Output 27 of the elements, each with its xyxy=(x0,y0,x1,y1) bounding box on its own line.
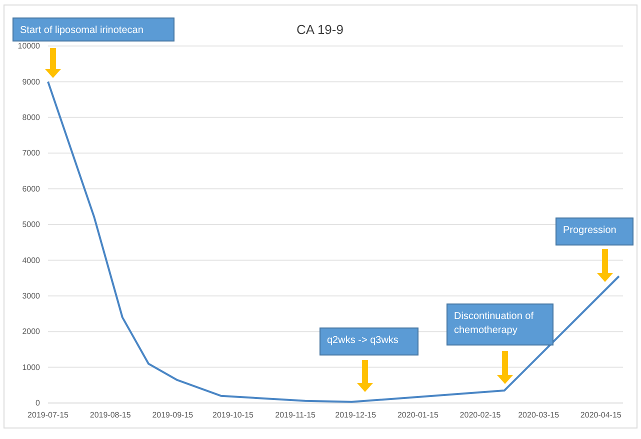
chart-title: CA 19-9 xyxy=(296,22,344,37)
y-tick-label: 1000 xyxy=(22,362,41,372)
y-tick-label: 7000 xyxy=(22,148,41,158)
x-tick-label: 2020-01-15 xyxy=(397,410,439,420)
x-tick-label: 2020-03-15 xyxy=(518,410,560,420)
text: Start of liposomal irinotecan xyxy=(20,25,144,36)
annotation: Progression xyxy=(563,225,616,236)
x-tick-label: 2019-11-15 xyxy=(275,410,316,420)
annotation: Discontinuation of chemotherapy xyxy=(454,311,534,336)
y-tick-label: 10000 xyxy=(18,42,41,51)
x-tick-label: 2019-12-15 xyxy=(335,410,377,420)
x-tick-label: 2019-08-15 xyxy=(90,410,132,420)
x-tick-label: 2020-02-15 xyxy=(460,410,502,420)
y-tick-label: 0 xyxy=(36,398,41,408)
x-tick-label: 2019-10-15 xyxy=(212,410,254,420)
y-tick-label: 8000 xyxy=(22,112,41,122)
line-series xyxy=(47,80,620,403)
x-tick-label: 2019-07-15 xyxy=(28,410,70,420)
y-tick-label: 5000 xyxy=(22,220,41,230)
y-tick-label: 6000 xyxy=(22,184,41,194)
y-tick-label: 9000 xyxy=(22,77,41,86)
annotation: q2wks -> q3wks xyxy=(327,335,398,346)
x-tick-label: 2020-04-15 xyxy=(580,410,622,420)
y-tick-label: 4000 xyxy=(22,256,41,265)
y-tick-label: 3000 xyxy=(22,291,41,300)
y-tick-label: 2000 xyxy=(22,327,41,336)
x-tick-label: 2019-09-15 xyxy=(152,410,194,420)
